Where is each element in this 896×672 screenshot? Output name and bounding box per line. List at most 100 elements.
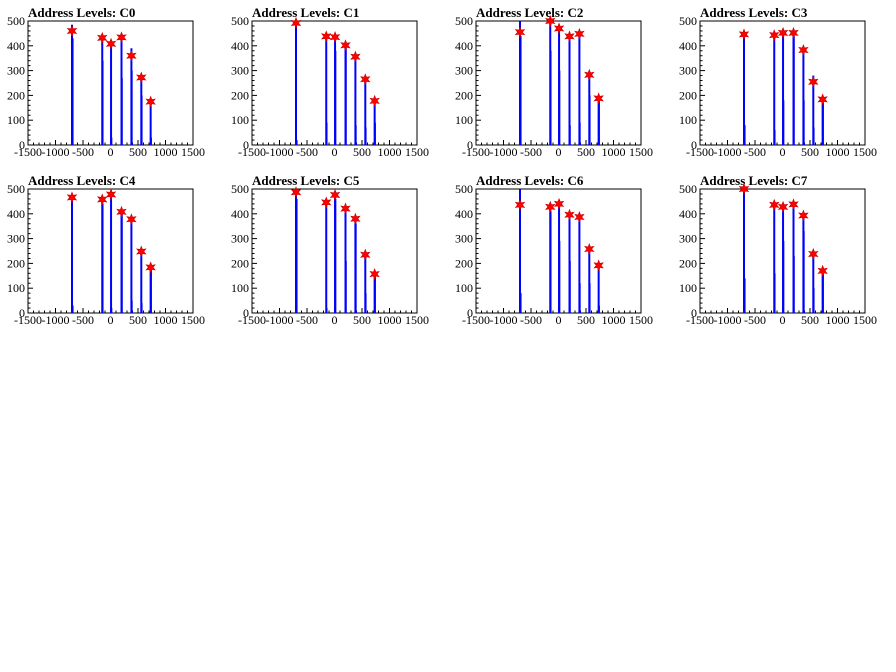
bar — [71, 38, 74, 145]
bar — [578, 283, 581, 313]
x-tick-label: -500 — [744, 313, 766, 327]
y-tick-label: 100 — [7, 281, 25, 295]
x-tick-label: 1500 — [181, 145, 205, 159]
bar — [743, 189, 745, 313]
bar — [149, 137, 152, 145]
peak-marker — [564, 30, 575, 43]
bar — [71, 196, 73, 313]
x-tick-label: 1000 — [154, 313, 178, 327]
peak-marker — [340, 202, 351, 215]
peak-marker — [105, 188, 117, 201]
x-tick-label: 1000 — [602, 313, 626, 327]
y-tick-label: 400 — [7, 39, 25, 53]
bar — [743, 125, 746, 145]
bar — [743, 278, 746, 313]
bar — [792, 35, 795, 145]
peak-marker — [808, 75, 819, 88]
bar — [597, 265, 600, 313]
bar — [549, 211, 552, 313]
peak-marker — [808, 247, 819, 261]
peak-marker — [329, 31, 341, 44]
bar — [130, 300, 133, 313]
y-tick-label: 300 — [455, 64, 473, 78]
chart-title: Address Levels: C5 — [252, 173, 360, 188]
bar — [802, 100, 805, 145]
y-tick-label: 300 — [231, 232, 249, 246]
peak-marker — [769, 29, 780, 42]
bar — [597, 305, 600, 313]
x-tick-label: -1500 — [462, 145, 490, 159]
bar — [588, 248, 591, 313]
peak-marker — [329, 188, 341, 201]
chart-title: Address Levels: C7 — [700, 173, 808, 188]
x-tick-label: -1500 — [14, 145, 42, 159]
bar — [364, 253, 367, 313]
peak-marker — [350, 50, 361, 63]
peak-marker — [545, 14, 556, 28]
peak-marker — [126, 49, 137, 62]
bar — [140, 251, 143, 313]
y-tick-label: 200 — [7, 88, 25, 102]
x-tick-label: 0 — [556, 313, 562, 327]
peak-marker — [321, 196, 332, 209]
bar — [773, 130, 776, 145]
chart-svg: 0 100 200 300 400 500 -1500 -1000 -500 0 500 1000 15… — [679, 182, 877, 327]
chart-panel: Address Levels: C4 0 100 200 300 400 500 -1500-… — [0, 168, 224, 336]
chart-svg: 0 100 200 300 400 500 -1500 -1000 -500 0 500 1000 15… — [455, 14, 653, 159]
peak-marker — [340, 39, 351, 52]
x-tick-label: -1000 — [714, 313, 742, 327]
bar — [354, 125, 357, 145]
y-tick-label: 300 — [455, 232, 473, 246]
peak-marker — [66, 24, 78, 37]
x-tick-label: 0 — [332, 145, 338, 159]
y-tick-label: 0 — [691, 306, 697, 320]
peak-marker — [97, 193, 108, 206]
peak-marker — [574, 210, 585, 224]
bar — [558, 241, 561, 313]
x-tick-label: -1000 — [266, 313, 294, 327]
x-tick-label: -500 — [296, 313, 318, 327]
chart-svg: 0 100 200 300 400 500 -1500 -1000 -500 0 500 1000 15… — [7, 14, 205, 159]
bar — [558, 70, 561, 145]
y-tick-label: 500 — [679, 14, 697, 28]
peak-marker — [66, 191, 78, 204]
bar — [71, 305, 74, 313]
bar — [344, 260, 347, 313]
y-tick-label: 0 — [243, 138, 249, 152]
peak-marker — [290, 186, 302, 199]
peak-marker — [788, 198, 799, 211]
bar — [802, 50, 805, 146]
bar — [130, 70, 133, 145]
y-tick-label: 400 — [455, 39, 473, 53]
chart-svg: 0 100 200 300 400 500 -1500 -1000 -500 0 500 1000 15… — [679, 14, 877, 159]
bar — [792, 255, 795, 313]
bar — [373, 122, 376, 145]
peak-marker — [514, 198, 526, 211]
y-tick-label: 400 — [679, 207, 697, 221]
x-tick-label: 0 — [780, 145, 786, 159]
x-tick-label: -1500 — [238, 313, 266, 327]
bar — [568, 260, 571, 313]
peak-marker — [136, 245, 147, 258]
y-tick-label: 500 — [455, 14, 473, 28]
chart-panel: Address Levels: C5 0 100 200 300 400 500 -1500-… — [224, 168, 448, 336]
chart-panel: Address Levels: C6 0 100 200 300 400 500 -1500-… — [448, 168, 672, 336]
x-tick-label: -1000 — [490, 145, 518, 159]
y-tick-label: 200 — [679, 256, 697, 270]
x-tick-label: 1500 — [853, 313, 877, 327]
bar — [812, 75, 815, 145]
bar — [812, 253, 815, 313]
bar — [812, 288, 815, 313]
peak-marker — [738, 28, 750, 41]
peak-marker — [514, 26, 526, 39]
x-tick-label: -1000 — [42, 313, 70, 327]
peak-marker — [769, 198, 780, 211]
y-tick-label: 0 — [467, 138, 473, 152]
x-tick-label: -1000 — [490, 313, 518, 327]
bar — [364, 78, 367, 145]
bar — [743, 33, 745, 145]
x-tick-label: 1500 — [629, 145, 653, 159]
peak-marker — [145, 261, 156, 274]
peak-marker — [777, 200, 789, 213]
peak-marker — [553, 197, 565, 210]
